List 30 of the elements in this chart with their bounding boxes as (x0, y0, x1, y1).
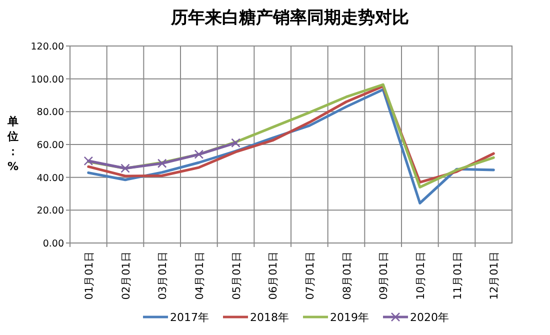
x-tick-label: 01月01日 (83, 251, 96, 300)
x-tick-label: 12月01日 (488, 251, 501, 300)
chart-title: 历年来白糖产销率同期走势对比 (170, 8, 409, 28)
x-tick-label: 11月01日 (452, 251, 464, 300)
x-tick-label: 10月01日 (414, 251, 427, 300)
x-tick-label: 09月01日 (378, 251, 390, 300)
y-tick-label: 40.00 (36, 172, 64, 184)
legend-label: 2020年 (410, 311, 449, 324)
y-tick-label: 0.00 (42, 238, 64, 250)
x-tick-label: 08月01日 (341, 251, 354, 300)
point (157, 158, 167, 168)
y-tick-label: 100.00 (30, 74, 64, 86)
x-tick-label: 06月01日 (268, 251, 280, 300)
y-axis-title: 单位：% (6, 115, 19, 173)
x-tick-label: 05月01日 (230, 251, 243, 300)
legend-label: 2019年 (330, 311, 369, 324)
x-tick-label: 07月01日 (304, 251, 316, 300)
point (84, 156, 94, 166)
point (231, 138, 240, 148)
legend-label: 2018年 (250, 311, 289, 324)
y-tick-label: 60.00 (36, 140, 64, 151)
point (194, 150, 204, 159)
y-tick-label: 80.00 (36, 107, 64, 118)
y-tick-label: 120.00 (30, 42, 64, 52)
legend-label: 2017年 (170, 311, 209, 324)
x-tick-label: 02月01日 (120, 251, 132, 300)
x-tick-label: 04月01日 (194, 251, 206, 300)
y-tick-label: 20.00 (36, 206, 64, 217)
point (120, 164, 130, 173)
x-tick-label: 03月01日 (157, 251, 170, 300)
